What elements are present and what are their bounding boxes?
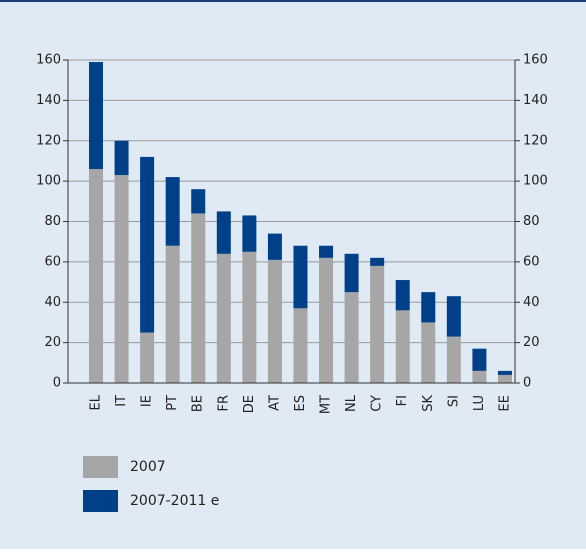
x-tick-label: SI [446, 395, 461, 407]
y-tick-label: 80 [44, 214, 61, 229]
x-tick-label: EL [89, 394, 104, 410]
legend-swatch [83, 490, 118, 512]
legend-label: 2007 [130, 459, 166, 475]
bar-segment [165, 245, 180, 383]
legend-label: 2007-2011 e [130, 493, 219, 509]
bar-segment [421, 292, 436, 323]
x-tick-label: IT [114, 395, 129, 407]
y-tick-label: 100 [36, 174, 61, 189]
bar-segment [89, 169, 103, 383]
y-tick-label: 140 [36, 93, 61, 108]
x-tick-label: EE [497, 395, 512, 411]
x-tick-label: SK [421, 395, 436, 412]
bar-segment [497, 370, 512, 375]
y-tick-label: 40 [44, 295, 61, 310]
bar-segment [472, 370, 487, 383]
bar-segment [242, 215, 257, 252]
bar-segment [191, 213, 206, 383]
bar-segment [421, 322, 436, 383]
x-tick-label: FI [395, 395, 410, 406]
bar-segment [344, 253, 359, 293]
y2-tick-label: 100 [523, 174, 548, 189]
x-tick-label: MT [319, 395, 334, 414]
bar-segment [89, 62, 103, 170]
x-tick-label: BE [191, 395, 206, 412]
bar-segment [140, 156, 155, 333]
x-tick-label: DE [242, 395, 257, 413]
y2-tick-label: 60 [523, 254, 540, 269]
legend-swatch [83, 456, 118, 478]
bar-segment [114, 140, 129, 176]
x-tick-label: PT [165, 395, 180, 411]
y2-tick-label: 160 [523, 53, 548, 68]
bar-segment [446, 336, 461, 383]
top-rule [0, 0, 586, 2]
bar-segment [370, 265, 385, 383]
y-tick-label: 20 [44, 335, 61, 350]
y2-tick-label: 80 [523, 214, 540, 229]
bar-segment [267, 233, 282, 260]
bar-segment [114, 175, 129, 383]
bar-segment [446, 296, 461, 337]
y2-tick-label: 40 [523, 295, 540, 310]
bar-segment [191, 189, 206, 214]
x-tick-label: FR [216, 395, 231, 412]
bar-segment [165, 177, 180, 246]
bar-segment [497, 374, 512, 383]
bar-segment [267, 259, 282, 383]
bar-segment [370, 257, 385, 266]
bar-segment [472, 348, 487, 371]
bar-segment [140, 332, 155, 383]
y2-tick-label: 120 [523, 133, 548, 148]
y2-tick-label: 140 [523, 93, 548, 108]
x-tick-label: LU [472, 395, 487, 411]
y-tick-label: 120 [36, 133, 61, 148]
x-tick-label: CY [370, 395, 385, 412]
y-tick-label: 160 [36, 53, 61, 68]
y-tick-label: 60 [44, 254, 61, 269]
x-tick-label: IE [140, 395, 155, 407]
bar-segment [216, 211, 231, 254]
bar-segment [242, 251, 257, 383]
bar-segment [319, 257, 334, 383]
x-tick-label: ES [293, 395, 308, 411]
y-tick-label: 0 [53, 376, 61, 391]
bar-segment [344, 292, 359, 383]
bar-segment [395, 310, 410, 383]
y2-tick-label: 0 [523, 376, 531, 391]
bar-segment [293, 245, 308, 309]
bar-segment [395, 280, 410, 311]
bar-segment [293, 308, 308, 383]
y2-tick-label: 20 [523, 335, 540, 350]
bar-segment [216, 253, 231, 383]
x-tick-label: AT [267, 395, 282, 411]
bar-segment [319, 245, 334, 258]
x-tick-label: NL [344, 394, 359, 412]
